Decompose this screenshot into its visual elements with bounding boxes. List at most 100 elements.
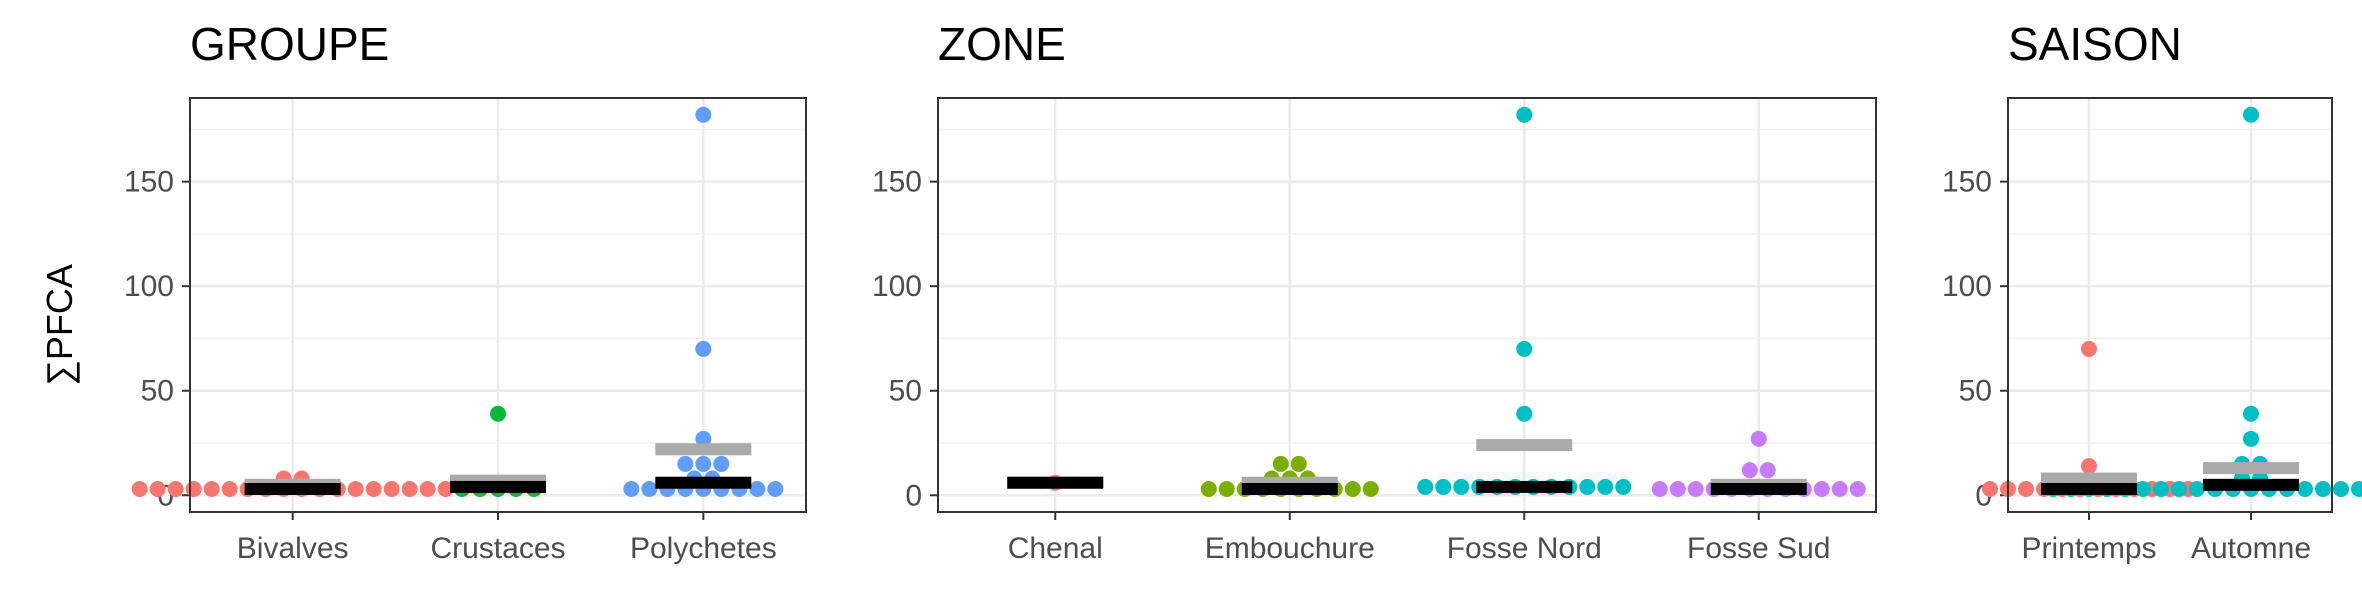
- data-point: [1218, 481, 1235, 497]
- panel-background: [938, 98, 1876, 512]
- data-point: [713, 455, 730, 472]
- mean-bar: [1476, 439, 1573, 452]
- median-bar: [2203, 478, 2299, 491]
- data-point: [1272, 455, 1289, 472]
- y-tick-label: 100: [872, 270, 922, 303]
- x-tick-label: Fosse Sud: [1687, 532, 1830, 565]
- panel-border: [189, 97, 807, 513]
- median-bar: [244, 483, 341, 495]
- x-tick-label: Automne: [2191, 532, 2311, 565]
- data-point: [1651, 481, 1668, 497]
- data-point: [1849, 481, 1866, 497]
- data-point: [185, 481, 202, 497]
- data-point: [1200, 481, 1217, 497]
- data-point: [203, 481, 220, 497]
- mean-bar: [2203, 462, 2299, 475]
- median-bar: [655, 476, 752, 489]
- data-point: [1759, 462, 1776, 479]
- y-tick-label: 100: [124, 270, 174, 303]
- panel-title-zone: ZONE: [938, 18, 1066, 70]
- data-point: [695, 455, 712, 472]
- data-point: [419, 481, 436, 497]
- data-point: [1687, 481, 1704, 497]
- data-point: [383, 481, 400, 497]
- mean-bar: [655, 443, 752, 456]
- data-point: [2243, 405, 2259, 422]
- panel-background: [2008, 98, 2332, 512]
- data-point: [641, 481, 658, 497]
- data-point: [2135, 481, 2151, 497]
- data-point: [695, 430, 712, 447]
- x-tick-label: Embouchure: [1205, 532, 1375, 565]
- x-tick-label: Fosse Nord: [1447, 532, 1602, 565]
- data-point: [131, 481, 148, 497]
- data-point: [1290, 455, 1307, 472]
- data-point: [1516, 340, 1533, 357]
- data-point: [2351, 481, 2362, 497]
- median-bar: [1710, 483, 1807, 495]
- y-tick-label: 150: [1942, 166, 1992, 199]
- x-tick-label: Chenal: [1008, 532, 1103, 565]
- data-point: [490, 405, 506, 422]
- data-point: [437, 481, 454, 497]
- y-tick-label: 0: [905, 479, 922, 512]
- median-bar: [2041, 483, 2137, 495]
- data-point: [167, 481, 184, 497]
- panel-title-groupe: GROUPE: [190, 18, 389, 70]
- data-point: [1362, 481, 1379, 497]
- y-axis-label: ∑PFCA: [39, 264, 80, 386]
- data-point: [347, 481, 364, 497]
- data-point: [401, 481, 418, 497]
- data-point: [2153, 481, 2169, 497]
- data-point: [365, 481, 382, 497]
- data-point: [2081, 340, 2097, 357]
- data-point: [1597, 478, 1614, 495]
- data-point: [2297, 481, 2313, 497]
- data-point: [767, 481, 784, 497]
- data-point: [2333, 481, 2349, 497]
- panel-border: [2007, 97, 2333, 513]
- median-bar: [1007, 476, 1104, 489]
- data-point: [695, 340, 712, 357]
- data-point: [149, 481, 166, 497]
- data-point: [1615, 478, 1632, 495]
- data-point: [1516, 106, 1533, 123]
- y-tick-label: 150: [124, 166, 174, 199]
- data-point: [2315, 481, 2331, 497]
- y-tick-label: 100: [1942, 270, 1992, 303]
- data-point: [1417, 478, 1434, 495]
- data-point: [2081, 458, 2097, 474]
- data-point: [1453, 478, 1470, 495]
- data-point: [1750, 430, 1767, 447]
- panel-title-saison: SAISON: [2008, 18, 2182, 70]
- data-point: [749, 481, 766, 497]
- data-point: [695, 106, 712, 123]
- data-point: [1741, 462, 1758, 479]
- data-point: [1982, 481, 1998, 497]
- x-tick-label: Bivalves: [237, 532, 349, 565]
- y-tick-label: 50: [1959, 375, 1992, 408]
- data-point: [2171, 481, 2187, 497]
- y-tick-label: 50: [141, 375, 174, 408]
- data-point: [2018, 481, 2034, 497]
- data-point: [221, 481, 238, 497]
- data-point: [1579, 478, 1596, 495]
- panel-zone: ZONE 0 50 100 150 Chenal Embouchure Fosse Nord…: [872, 18, 1877, 565]
- median-bar: [1241, 483, 1338, 495]
- y-tick-label: 50: [889, 375, 922, 408]
- median-bar: [450, 480, 546, 493]
- median-bar: [1476, 480, 1573, 493]
- data-point: [2243, 106, 2259, 123]
- x-tick-label: Printemps: [2021, 532, 2156, 565]
- data-point: [1831, 481, 1848, 497]
- panel-border: [937, 97, 1877, 513]
- x-tick-label: Crustaces: [430, 532, 565, 565]
- data-point: [1516, 405, 1533, 422]
- data-point: [2243, 430, 2259, 447]
- data-point: [2189, 481, 2205, 497]
- data-point: [623, 481, 640, 497]
- data-point: [677, 455, 694, 472]
